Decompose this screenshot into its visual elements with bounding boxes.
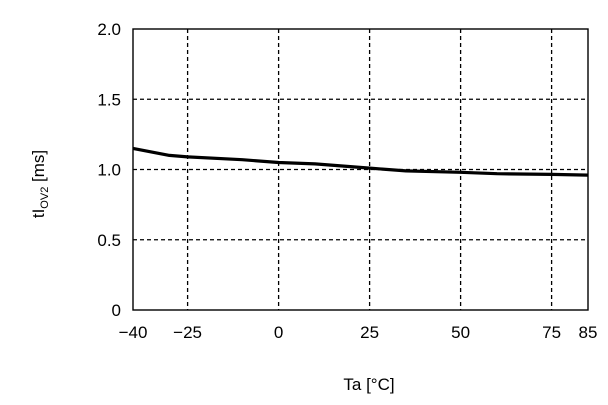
series-line (132, 146, 589, 177)
x-tick-label: 25 (360, 323, 379, 342)
x-tick-label: 50 (451, 323, 470, 342)
y-axis-title-unit: [ms] (29, 150, 48, 187)
y-tick-label: 2.0 (97, 20, 121, 39)
x-tick-labels: −40 −25 0 25 50 75 85 (119, 323, 598, 342)
plot-frame (132, 28, 589, 311)
x-tick-label: −40 (119, 323, 148, 342)
y-axis-title: tIOV2 [ms] (29, 150, 51, 218)
y-tick-label: 1.0 (97, 161, 121, 180)
y-tick-label: 0 (112, 301, 121, 320)
y-axis-title-subscript: OV2 (39, 187, 51, 209)
y-tick-label: 0.5 (97, 231, 121, 250)
x-axis-title: Ta [°C] (343, 375, 394, 394)
x-tick-label: 85 (579, 323, 598, 342)
series-layer (132, 146, 589, 177)
y-axis-title-main: tI (29, 209, 48, 218)
x-tick-label: 75 (542, 323, 561, 342)
y-tick-label: 1.5 (97, 90, 121, 109)
x-tick-label: −25 (173, 323, 202, 342)
grid-lines (133, 29, 588, 310)
y-tick-labels: 0 0.5 1.0 1.5 2.0 (97, 20, 121, 320)
x-tick-label: 0 (274, 323, 283, 342)
